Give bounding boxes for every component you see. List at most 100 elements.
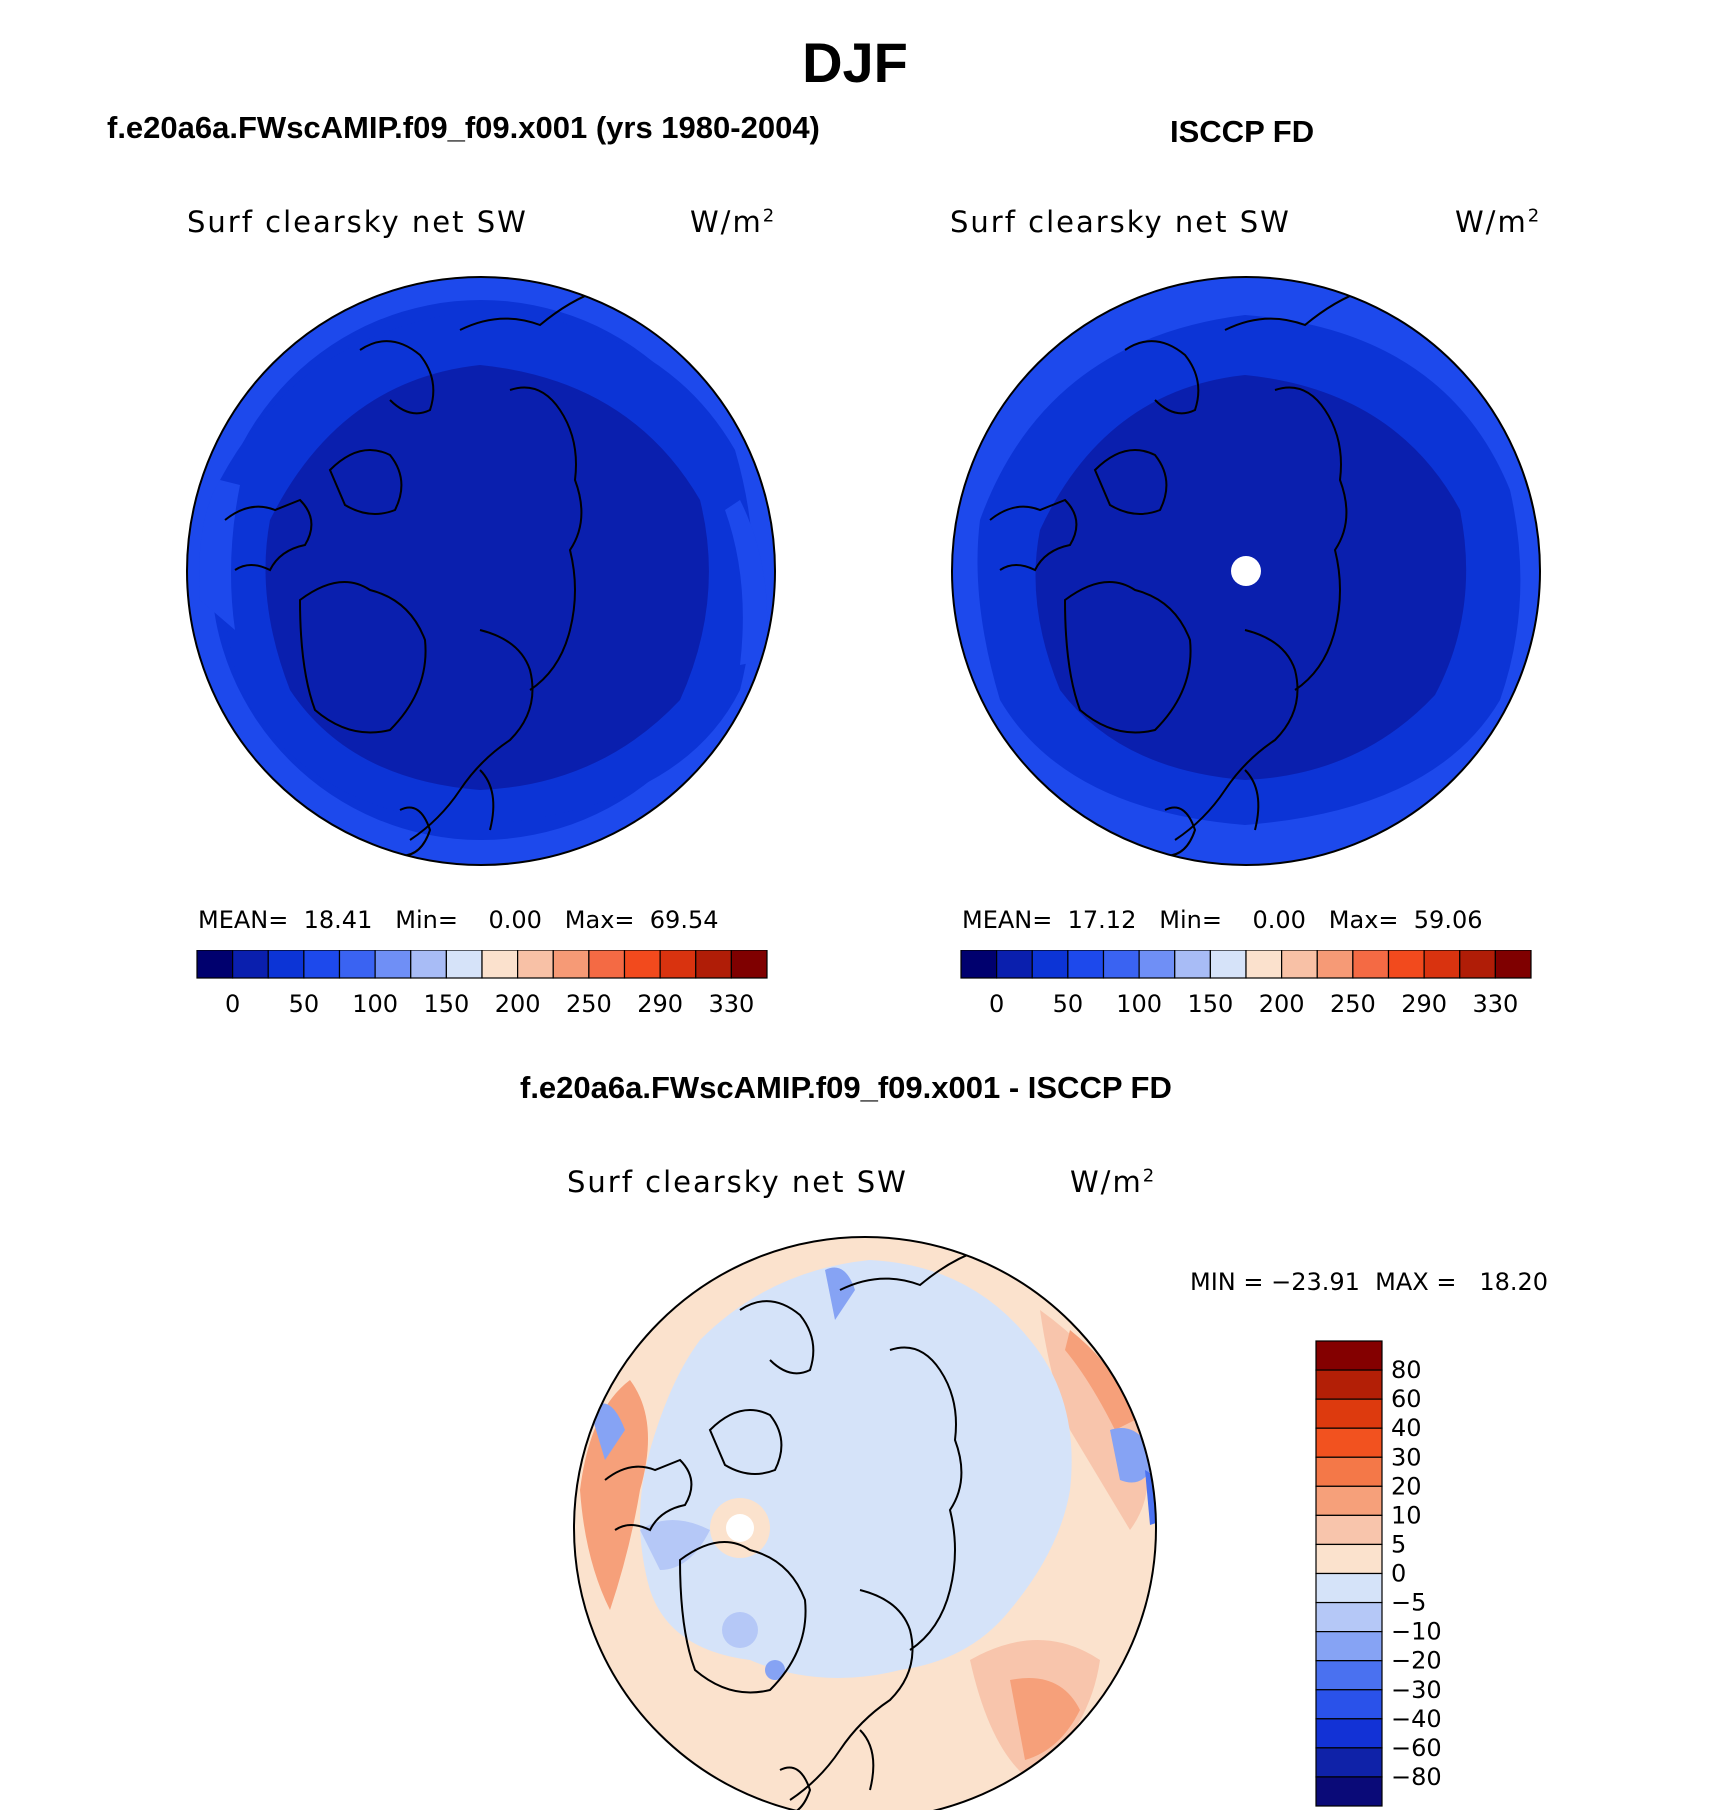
diff-colorbar-label: −30 [1391,1676,1442,1704]
panel-2-max: 59.06 [1413,906,1483,934]
diff-colorbar-label: −10 [1391,1618,1442,1646]
diff-colorbar-label: −80 [1391,1763,1442,1791]
panel-1-map-border [186,276,776,866]
panel-1-colorbar-box [232,950,269,979]
panel-2-colorbar-box [1459,950,1496,979]
panel-2-colorbar-box [1387,950,1425,979]
diff-polar-map [573,1236,1157,1810]
panel-1-colorbar: 0 50 100 150 200 250 290 330 [196,950,768,1018]
diff-colorbar-label: −20 [1391,1647,1442,1675]
panel-1-colorbar-box [730,950,768,979]
panel-1-colorbar-box [659,950,697,979]
panel-2-colorbar-box [1138,950,1176,979]
panel-1-colorbar-label: 290 [637,990,683,1018]
diff-colorbar-box [1315,1776,1383,1807]
panel-2-colorbar-label: 50 [1053,990,1084,1018]
panel-2-stats: MEAN= 17.12 Min= 0.00 Max= 59.06 [962,906,1483,934]
panel-2-colorbar-box [1316,950,1354,979]
panel-2-colorbar-box [1245,950,1283,979]
diff-map-border [573,1236,1157,1810]
panel-2-colorbar-box [1174,950,1211,979]
diff-colorbar-box [1315,1340,1383,1371]
panel-1-case-title: f.e20a6a.FWscAMIP.f09_f09.x001 (yrs 1980… [107,110,820,145]
panel-2-colorbar-label: 0 [989,990,1004,1018]
panel-2-colorbar-box [1067,950,1105,979]
panel-2-colorbar-box [1352,950,1390,979]
panel-2-colorbar-label: 200 [1259,990,1305,1018]
panel-1-colorbar-label: 200 [495,990,541,1018]
panel-1-colorbar-box [303,950,341,979]
panel-1-colorbar-label: 0 [225,990,240,1018]
panel-1-colorbar-box [338,950,376,979]
panel-2-colorbar-label: 150 [1187,990,1233,1018]
diff-colorbar-box [1315,1572,1383,1604]
panel-2-colorbar-label: 100 [1116,990,1162,1018]
panel-2-units-label: W/m2 [1455,205,1542,239]
figure-title: DJF [802,31,908,94]
panel-2-colorbar-label: 250 [1330,990,1376,1018]
diff-colorbar-label: 80 [1391,1356,1422,1384]
panel-1-colorbar-box [374,950,412,979]
panel-1-colorbar-label: 250 [566,990,612,1018]
panel-2-colorbar-label: 290 [1401,990,1447,1018]
panel-1-colorbar-label: 100 [352,990,398,1018]
panel-1-max: 69.54 [649,906,719,934]
diff-colorbar-box [1315,1601,1383,1633]
panel-1-variable-label: Surf clearsky net SW [187,205,528,239]
diff-colorbar-label: 10 [1391,1501,1422,1529]
panel-1-colorbar-box [267,950,305,979]
panel-2-colorbar-label: 330 [1472,990,1518,1018]
panel-2-polar-map [951,276,1541,866]
panel-1-colorbar-box [552,950,590,979]
panel-1-stats: MEAN= 18.41 Min= 0.00 Max= 69.54 [198,906,719,934]
diff-colorbar-label: −40 [1391,1705,1442,1733]
panel-2-colorbar-box [1102,950,1140,979]
diff-colorbar-box [1315,1660,1383,1691]
panel-1-field [187,277,775,865]
panel-1-coastlines [224,289,601,857]
panel-2-colorbar-box [1423,950,1461,979]
diff-colorbar-label: 0 [1391,1560,1406,1588]
panel-2-mean: 17.12 [1067,906,1137,934]
diff-colorbar-box [1315,1543,1383,1575]
diff-colorbar-box [1315,1747,1383,1778]
diff-field [574,1237,1156,1810]
panel-2-colorbar-box [1281,950,1318,979]
panel-1-colorbar-box [517,950,554,979]
diff-colorbar-box [1315,1427,1383,1458]
panel-1-colorbar-label: 330 [708,990,754,1018]
diff-colorbar-label: 20 [1391,1472,1422,1500]
diff-colorbar-box [1315,1689,1383,1720]
panel-1-colorbar-label: 150 [423,990,469,1018]
diff-variable-label: Surf clearsky net SW [567,1165,908,1199]
panel-2-colorbar-box [1031,950,1069,979]
panel-2-missing-pole [1231,556,1261,586]
panel-2-colorbar-box [996,950,1033,979]
diff-colorbar-label: −60 [1391,1734,1442,1762]
panel-2-coastlines [989,289,1366,857]
diff-colorbar-box [1315,1631,1383,1662]
diff-colorbar-label: −5 [1391,1589,1426,1617]
panel-2-colorbar: 0 50 100 150 200 250 290 330 [960,950,1532,1018]
panel-2-colorbar-box [960,950,998,979]
panel-1-colorbar-box [588,950,626,979]
panel-1-colorbar-label: 50 [289,990,320,1018]
diff-units-label: W/m2 [1070,1165,1157,1199]
diff-colorbar-box [1315,1456,1383,1487]
panel-2-map-border [951,276,1541,866]
diff-colorbar-label: 40 [1391,1414,1422,1442]
panel-1-mean: 18.41 [303,906,373,934]
panel-2-variable-label: Surf clearsky net SW [950,205,1291,239]
diff-colorbar-label: 30 [1391,1443,1422,1471]
panel-2-min: 0.00 [1252,906,1306,934]
panel-1-colorbar-box [481,950,519,979]
diff-colorbar-label: 60 [1391,1385,1422,1413]
panel-1-colorbar-box [196,950,234,979]
diff-colorbar-box [1315,1398,1383,1429]
diff-colorbar-box [1315,1485,1383,1516]
panel-1-colorbar-box [410,950,447,979]
panel-1-min: 0.00 [488,906,542,934]
diff-colorbar-box [1315,1718,1383,1749]
panel-1-colorbar-box [695,950,732,979]
